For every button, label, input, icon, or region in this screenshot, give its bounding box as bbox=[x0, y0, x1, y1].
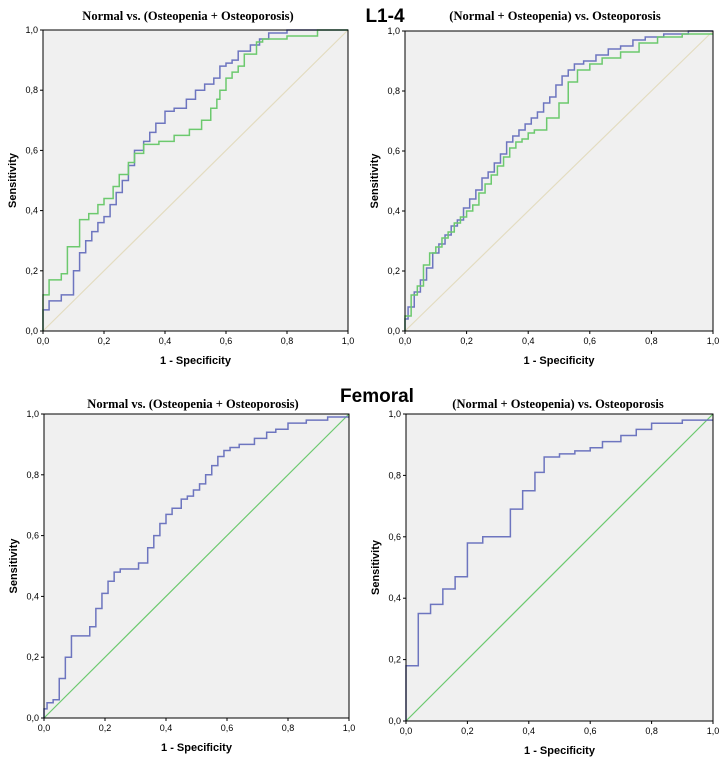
y-tick-label: 0,6 bbox=[387, 146, 400, 156]
y-tick-label: 0,6 bbox=[25, 145, 38, 155]
panel-title: (Normal + Osteopenia) vs. Osteoporosis bbox=[449, 9, 661, 23]
x-tick-label: 1,0 bbox=[707, 336, 720, 346]
plot-frame bbox=[405, 413, 714, 722]
x-tick-label: 0,8 bbox=[282, 723, 295, 733]
y-tick-label: 0,8 bbox=[26, 470, 39, 480]
roc-panel-l14-normal-vs-osteo: Normal vs. (Osteopenia + Osteoporosis) 0… bbox=[7, 9, 354, 367]
roc-panel-femoral-normal-vs-osteo: Normal vs. (Osteopenia + Osteoporosis) 0… bbox=[8, 397, 355, 754]
y-tick-label: 0,4 bbox=[388, 593, 401, 603]
y-tick-label: 0,0 bbox=[26, 713, 39, 723]
roc-curve-green bbox=[404, 33, 713, 331]
y-tick-label: 0,8 bbox=[387, 86, 400, 96]
x-tick-label: 0,8 bbox=[645, 336, 658, 346]
roc-curve-blue bbox=[42, 29, 348, 331]
x-tick-label: 0,6 bbox=[221, 723, 234, 733]
plot-frame bbox=[42, 29, 349, 332]
x-tick-label: 0,2 bbox=[98, 336, 111, 346]
roc-panel-l14-osteoporosis: (Normal + Osteopenia) vs. Osteoporosis 0… bbox=[369, 9, 719, 367]
plot-frame bbox=[404, 30, 714, 332]
x-axis-label: 1 - Specificity bbox=[161, 742, 233, 754]
y-axis-label: Sensitivity bbox=[7, 152, 19, 208]
y-tick-label: 0,4 bbox=[26, 591, 39, 601]
section-label-l1-4: L1-4 bbox=[365, 6, 405, 27]
x-axis-label: 1 - Specificity bbox=[160, 355, 232, 367]
y-tick-label: 0,0 bbox=[388, 716, 401, 726]
panel-title: Normal vs. (Osteopenia + Osteoporosis) bbox=[82, 9, 293, 23]
y-tick-label: 0,2 bbox=[388, 655, 401, 665]
roc-curve-green bbox=[42, 29, 348, 331]
x-tick-label: 0,6 bbox=[584, 726, 597, 736]
x-tick-label: 0,2 bbox=[99, 723, 112, 733]
y-tick-label: 0,6 bbox=[26, 531, 39, 541]
y-tick-label: 0,8 bbox=[388, 470, 401, 480]
panel-title: (Normal + Osteopenia) vs. Osteoporosis bbox=[452, 397, 664, 411]
x-tick-label: 0,4 bbox=[523, 726, 536, 736]
x-tick-label: 0,6 bbox=[220, 336, 233, 346]
y-tick-label: 0,2 bbox=[25, 266, 38, 276]
y-tick-label: 0,4 bbox=[25, 206, 38, 216]
roc-curve-blue bbox=[43, 416, 349, 718]
x-tick-label: 0,6 bbox=[584, 336, 597, 346]
y-tick-label: 0,4 bbox=[387, 206, 400, 216]
x-tick-label: 0,0 bbox=[400, 726, 413, 736]
y-axis-label: Sensitivity bbox=[8, 538, 20, 594]
x-tick-label: 1,0 bbox=[707, 726, 720, 736]
y-tick-label: 0,6 bbox=[388, 532, 401, 542]
x-tick-label: 0,4 bbox=[160, 723, 173, 733]
roc-curve-blue bbox=[405, 419, 713, 721]
plot-frame bbox=[43, 413, 350, 719]
y-tick-label: 0,2 bbox=[387, 266, 400, 276]
x-tick-label: 0,2 bbox=[460, 336, 473, 346]
x-tick-label: 1,0 bbox=[342, 336, 355, 346]
reference-diagonal bbox=[404, 30, 714, 332]
y-tick-label: 1,0 bbox=[25, 25, 38, 35]
x-tick-label: 0,0 bbox=[399, 336, 412, 346]
y-axis-label: Sensitivity bbox=[370, 539, 382, 595]
y-tick-label: 1,0 bbox=[26, 409, 39, 419]
y-tick-label: 1,0 bbox=[387, 26, 400, 36]
x-axis-label: 1 - Specificity bbox=[524, 355, 596, 367]
y-tick-label: 0,2 bbox=[26, 652, 39, 662]
y-tick-label: 0,0 bbox=[25, 326, 38, 336]
panel-title: Normal vs. (Osteopenia + Osteoporosis) bbox=[87, 397, 298, 411]
x-tick-label: 1,0 bbox=[343, 723, 356, 733]
x-tick-label: 0,0 bbox=[37, 336, 50, 346]
y-tick-label: 1,0 bbox=[388, 409, 401, 419]
x-tick-label: 0,8 bbox=[645, 726, 658, 736]
section-label-femoral: Femoral bbox=[340, 386, 414, 407]
reference-diagonal bbox=[43, 413, 350, 719]
roc-curve-blue bbox=[404, 30, 713, 331]
x-tick-label: 0,0 bbox=[38, 723, 51, 733]
reference-diagonal bbox=[405, 413, 714, 722]
y-tick-label: 0,8 bbox=[25, 85, 38, 95]
x-tick-label: 0,4 bbox=[522, 336, 535, 346]
y-axis-label: Sensitivity bbox=[369, 153, 381, 209]
x-tick-label: 0,2 bbox=[461, 726, 474, 736]
x-tick-label: 0,4 bbox=[159, 336, 172, 346]
x-axis-label: 1 - Specificity bbox=[524, 745, 596, 757]
y-tick-label: 0,0 bbox=[387, 326, 400, 336]
x-tick-label: 0,8 bbox=[281, 336, 294, 346]
roc-panel-femoral-osteoporosis: (Normal + Osteopenia) vs. Osteoporosis 0… bbox=[370, 397, 719, 757]
reference-diagonal bbox=[42, 29, 349, 332]
